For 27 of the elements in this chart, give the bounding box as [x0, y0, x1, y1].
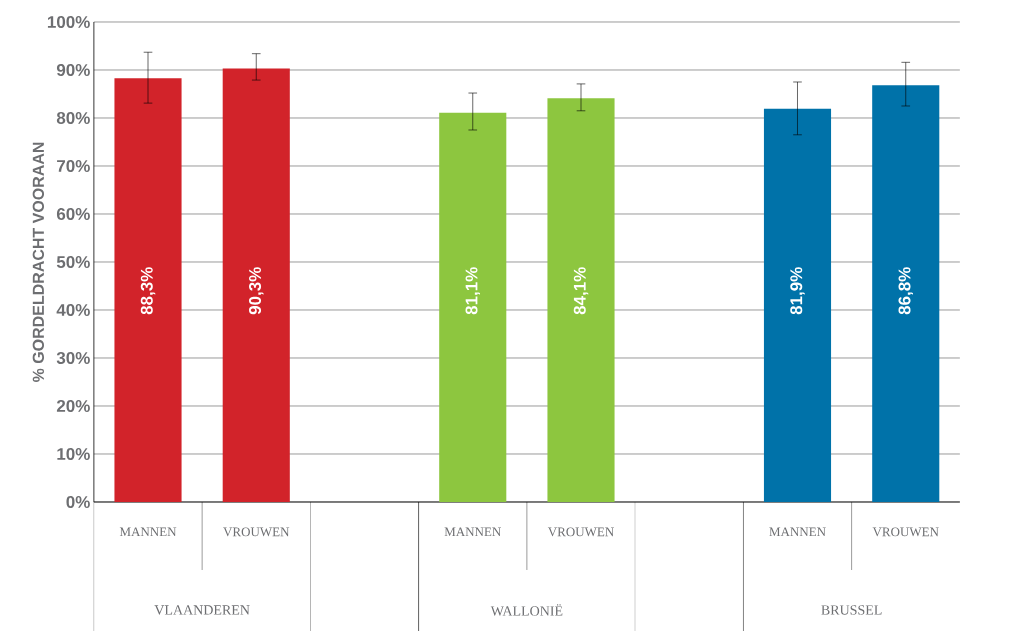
text: WALLONIË [490, 604, 563, 616]
y-tick-label: 0% [66, 495, 90, 508]
y-tick-label: 60% [56, 207, 90, 220]
x-tick-label: VROUWEN [223, 527, 290, 537]
x-tick-label: MANNEN [444, 527, 501, 537]
y-tick-label: 40% [56, 303, 90, 316]
data-label: 90,3% [249, 267, 264, 315]
y-tick-label: 50% [56, 255, 90, 268]
y-tick-label: 20% [56, 399, 90, 412]
x-tick-label: VROUWEN [547, 527, 614, 537]
data-label: 81,1% [465, 267, 481, 315]
y-tick-label: 30% [56, 351, 90, 364]
x-tick-label: MANNEN [119, 527, 177, 537]
data-label: 84,1% [573, 267, 589, 315]
y-tick-label: 80% [56, 111, 90, 124]
y-tick-label: 10% [57, 447, 90, 460]
y-tick-label: 70% [57, 159, 90, 172]
data-label: 81,9% [790, 267, 805, 315]
x-tick-label: MANNEN [769, 527, 826, 537]
x-tick-label: VROUWEN [872, 527, 939, 537]
y-tick-label: 90% [56, 63, 90, 76]
text: VLAANDEREN [154, 605, 250, 615]
data-label: 86,8% [898, 267, 913, 315]
data-label: 88,3% [140, 267, 156, 315]
text: BRUSSEL [821, 605, 882, 615]
y-tick-label: 100% [47, 15, 90, 28]
y-axis-title: % GORDELDRACHT VOORAAN [32, 142, 45, 382]
